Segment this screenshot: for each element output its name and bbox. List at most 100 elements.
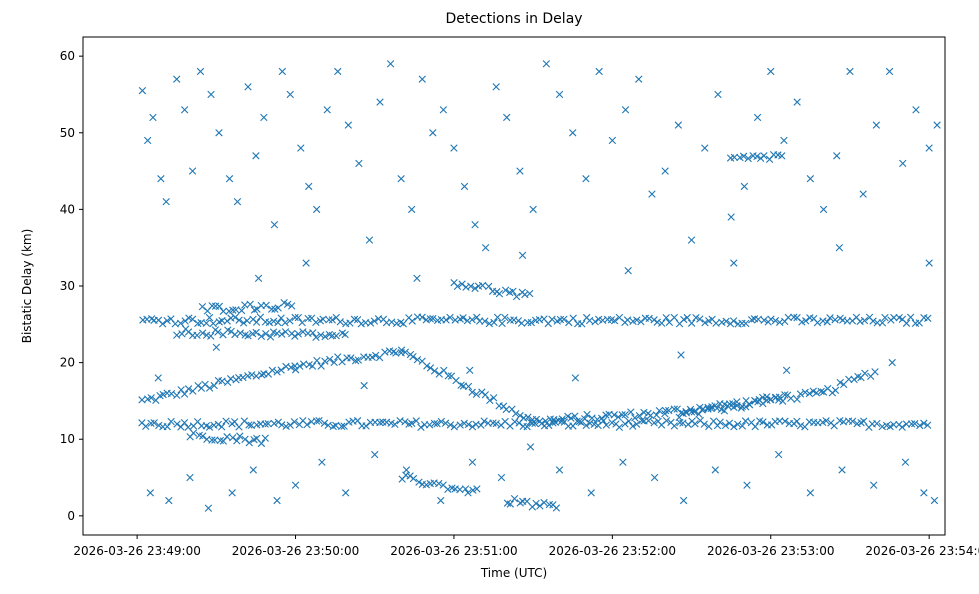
data-point — [545, 421, 553, 430]
data-point — [207, 332, 215, 340]
data-point — [701, 318, 709, 327]
data-point — [291, 481, 300, 489]
data-point — [346, 319, 354, 327]
data-point — [558, 415, 567, 423]
data-point — [362, 422, 370, 430]
data-point — [368, 353, 376, 361]
data-point — [930, 496, 939, 505]
data-point — [869, 317, 877, 325]
data-point — [540, 498, 548, 507]
data-point — [235, 423, 243, 431]
data-point — [321, 357, 329, 365]
data-point — [180, 390, 189, 398]
data-point — [571, 374, 580, 382]
data-point — [721, 421, 730, 430]
data-point — [435, 479, 443, 488]
data-point — [413, 274, 421, 283]
data-point — [261, 434, 269, 442]
data-point — [848, 417, 857, 425]
data-point — [274, 304, 282, 312]
data-point — [269, 317, 278, 326]
data-point — [661, 406, 670, 415]
data-point — [552, 504, 561, 512]
data-point — [464, 489, 472, 497]
data-point — [312, 205, 321, 214]
data-point — [823, 318, 831, 326]
data-point — [466, 366, 474, 374]
data-point — [214, 328, 222, 336]
data-point — [334, 67, 342, 76]
data-point — [381, 348, 389, 356]
data-point — [585, 316, 594, 325]
data-point — [886, 422, 894, 431]
data-point — [923, 421, 932, 429]
data-point — [759, 399, 767, 408]
data-point — [878, 422, 886, 431]
data-point — [315, 417, 323, 425]
data-point — [775, 393, 784, 401]
data-point — [425, 421, 434, 429]
data-point — [733, 401, 741, 410]
data-point — [933, 121, 941, 129]
data-point — [679, 419, 687, 427]
chart-title: Detections in Delay — [445, 11, 582, 27]
data-point — [784, 313, 792, 322]
data-point — [415, 478, 423, 486]
data-point — [670, 422, 679, 430]
data-point — [730, 423, 738, 431]
data-point — [329, 422, 337, 431]
y-tick-label: 60 — [60, 49, 75, 63]
data-point — [418, 313, 426, 321]
data-point — [925, 144, 933, 152]
data-point — [890, 313, 898, 322]
data-point — [312, 333, 320, 341]
data-point — [471, 221, 479, 229]
data-point — [610, 317, 619, 325]
data-point — [309, 329, 317, 337]
data-point — [658, 319, 666, 327]
data-point — [460, 182, 469, 191]
data-point — [625, 417, 633, 425]
x-tick-label: 2026-03-26 23:49:00 — [73, 544, 200, 558]
data-point — [766, 395, 775, 404]
data-point — [850, 375, 858, 384]
data-point — [350, 315, 359, 324]
data-point — [149, 113, 157, 122]
data-point — [429, 314, 437, 323]
data-point — [872, 121, 881, 129]
data-point — [366, 319, 375, 327]
y-tick-label: 10 — [60, 432, 75, 446]
data-point — [679, 496, 688, 505]
data-point — [278, 330, 286, 338]
data-point — [163, 422, 171, 431]
data-point — [583, 410, 591, 419]
data-point — [228, 489, 236, 497]
data-point — [472, 390, 481, 399]
data-point — [159, 390, 167, 399]
data-point — [159, 320, 167, 328]
data-point — [332, 421, 340, 430]
data-point — [527, 318, 535, 327]
data-point — [212, 343, 221, 351]
data-point — [925, 259, 933, 267]
data-point — [529, 205, 537, 214]
data-point — [207, 90, 215, 99]
data-point — [911, 419, 919, 428]
data-point — [652, 411, 661, 419]
data-point — [210, 381, 218, 390]
data-point — [742, 319, 750, 328]
data-point — [196, 67, 205, 76]
data-point — [512, 292, 521, 301]
data-point — [560, 315, 568, 324]
data-point — [198, 329, 207, 337]
data-point — [303, 420, 311, 429]
data-point — [536, 502, 544, 510]
data-point — [262, 301, 270, 310]
data-point — [542, 60, 551, 68]
data-point — [204, 504, 213, 512]
data-point — [485, 319, 494, 328]
data-point — [822, 417, 830, 425]
data-point — [602, 421, 610, 429]
data-point — [437, 417, 445, 426]
